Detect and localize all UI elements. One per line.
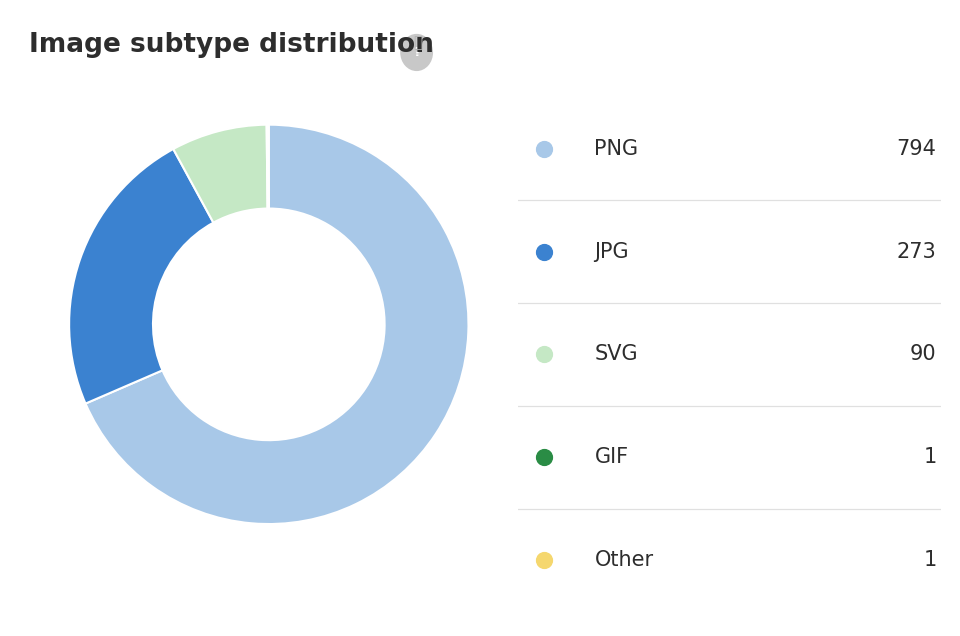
Text: 90: 90	[910, 345, 937, 364]
Text: JPG: JPG	[594, 242, 629, 261]
Text: 794: 794	[897, 139, 937, 158]
Point	[536, 144, 551, 154]
Text: PNG: PNG	[594, 139, 638, 158]
Text: Image subtype distribution: Image subtype distribution	[29, 32, 434, 58]
Point	[536, 246, 551, 256]
Wedge shape	[267, 125, 268, 209]
Point	[536, 555, 551, 565]
Wedge shape	[69, 149, 213, 404]
Text: 1: 1	[924, 447, 937, 467]
Point	[536, 349, 551, 359]
Text: ?: ?	[413, 46, 420, 59]
Wedge shape	[174, 125, 268, 223]
Text: GIF: GIF	[594, 447, 629, 467]
Text: Other: Other	[594, 550, 654, 570]
Point	[536, 452, 551, 462]
Text: 273: 273	[897, 242, 937, 261]
Text: ❓: ❓	[413, 35, 422, 50]
Text: SVG: SVG	[594, 345, 638, 364]
Wedge shape	[85, 125, 468, 524]
Circle shape	[400, 34, 433, 71]
Wedge shape	[268, 125, 269, 209]
Text: 1: 1	[924, 550, 937, 570]
